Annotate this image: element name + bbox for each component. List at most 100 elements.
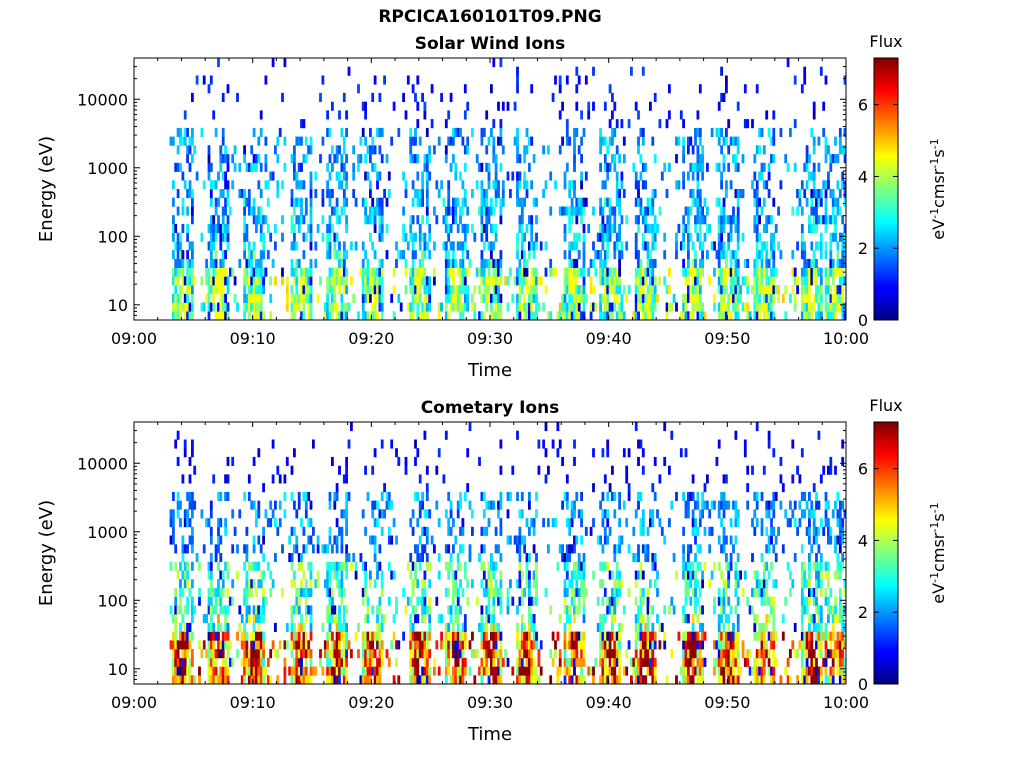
solar-wind-heatmap-cell xyxy=(214,285,218,295)
cometary-heatmap-cell xyxy=(568,631,572,641)
solar-wind-heatmap-cell xyxy=(720,232,723,242)
solar-wind-heatmap-cell xyxy=(371,285,375,295)
solar-wind-heatmap-cell xyxy=(188,162,192,172)
solar-wind-heatmap-cell xyxy=(243,145,246,155)
solar-wind-heatmap-cell xyxy=(459,206,462,216)
cometary-heatmap-cell xyxy=(252,605,256,615)
cometary-heatmap-cell xyxy=(682,605,685,615)
cometary-heatmap-cell xyxy=(573,666,576,676)
cometary-heatmap-cell xyxy=(606,491,610,501)
solar-wind-heatmap-cell xyxy=(651,267,655,277)
solar-wind-heatmap-cell xyxy=(416,293,420,303)
cometary-heatmap-cell xyxy=(653,491,657,501)
solar-wind-heatmap-cell xyxy=(371,162,375,172)
solar-wind-heatmap-cell xyxy=(620,119,624,129)
cometary-heatmap-cell xyxy=(221,640,225,650)
solar-wind-heatmap-cell xyxy=(340,206,344,216)
cometary-heatmap-cell xyxy=(523,587,526,597)
cometary-heatmap-cell xyxy=(463,640,467,650)
solar-wind-heatmap-cell xyxy=(689,311,693,321)
cometary-heatmap-cell xyxy=(765,622,769,632)
cometary-heatmap-cell xyxy=(620,579,624,589)
cometary-heatmap-cell xyxy=(634,649,638,659)
solar-wind-heatmap-cell xyxy=(587,223,591,233)
cometary-heatmap-cell xyxy=(283,666,287,676)
cometary-heatmap-cell xyxy=(663,605,667,615)
solar-wind-heatmap-cell xyxy=(603,285,607,295)
cometary-heatmap-cell xyxy=(727,614,731,624)
solar-wind-heatmap-cell xyxy=(357,84,360,94)
cometary-heatmap-cell xyxy=(646,587,650,597)
cometary-heatmap-cell xyxy=(255,561,258,571)
cometary-heatmap-cell xyxy=(333,614,337,624)
solar-wind-heatmap-cell xyxy=(615,180,619,190)
cometary-heatmap-cell xyxy=(694,631,697,641)
solar-wind-heatmap-cell xyxy=(729,311,733,321)
cometary-heatmap-cell xyxy=(729,535,733,545)
cometary-heatmap-cell xyxy=(687,491,690,501)
cometary-heatmap-cell xyxy=(449,640,453,650)
solar-wind-heatmap-cell xyxy=(725,75,728,85)
solar-wind-heatmap-cell xyxy=(518,154,522,164)
solar-wind-heatmap-cell xyxy=(293,232,296,242)
cometary-heatmap-cell xyxy=(582,605,586,615)
cometary-heatmap-cell xyxy=(456,666,460,676)
solar-wind-heatmap-cell xyxy=(188,267,192,277)
cometary-heatmap-cell xyxy=(767,570,771,580)
cometary-heatmap-cell xyxy=(725,631,728,641)
cometary-heatmap-cell xyxy=(613,649,617,659)
cometary-heatmap-cell xyxy=(789,649,792,659)
cometary-heatmap-cell xyxy=(245,553,249,563)
solar-wind-heatmap-cell xyxy=(641,180,645,190)
solar-wind-heatmap-cell xyxy=(290,154,294,164)
solar-wind-heatmap-cell xyxy=(471,127,474,137)
cometary-heatmap-cell xyxy=(741,587,745,597)
solar-wind-heatmap-cell xyxy=(608,162,612,172)
cometary-heatmap-cell xyxy=(219,666,223,676)
cometary-heatmap-cell xyxy=(499,666,503,676)
solar-wind-heatmap-cell xyxy=(172,250,175,260)
cometary-heatmap-cell xyxy=(307,535,311,545)
cometary-heatmap-cell xyxy=(575,561,579,571)
cometary-heatmap-cell xyxy=(350,649,353,659)
solar-wind-heatmap-cell xyxy=(174,223,178,233)
solar-wind-heatmap-cell xyxy=(345,276,348,286)
cometary-heatmap-cell xyxy=(247,587,251,597)
solar-wind-heatmap-cell xyxy=(618,258,621,268)
cometary-heatmap-cell xyxy=(613,640,617,650)
cometary-heatmap-cell xyxy=(800,649,804,659)
cometary-heatmap-cell xyxy=(421,526,424,536)
solar-wind-heatmap-cell xyxy=(734,267,738,277)
solar-wind-heatmap-cell xyxy=(720,241,723,251)
solar-wind-heatmap-cell xyxy=(200,302,204,312)
solar-wind-heatmap-cell xyxy=(259,162,263,172)
solar-wind-heatmap-cell xyxy=(575,293,579,303)
solar-wind-heatmap-cell xyxy=(819,197,823,207)
solar-wind-heatmap-cell xyxy=(304,285,308,295)
solar-wind-heatmap-cell xyxy=(485,302,489,312)
cometary-heatmap-cell xyxy=(684,579,688,589)
cometary-heatmap-cell xyxy=(257,614,261,624)
cometary-heatmap-cell xyxy=(378,666,382,676)
cometary-heatmap-cell xyxy=(753,675,757,685)
solar-wind-heatmap-cell xyxy=(295,180,299,190)
solar-wind-heatmap-cell xyxy=(603,302,607,312)
cometary-heatmap-cell xyxy=(397,456,401,466)
solar-wind-heatmap-cell xyxy=(376,180,379,190)
solar-wind-heatmap-cell xyxy=(494,162,498,172)
cometary-heatmap-cell xyxy=(573,596,576,606)
cometary-heatmap-cell xyxy=(186,561,189,571)
solar-wind-heatmap-cell xyxy=(649,197,652,207)
solar-wind-heatmap-cell xyxy=(706,223,709,233)
solar-wind-heatmap-cell xyxy=(174,311,178,321)
solar-wind-heatmap-cell xyxy=(558,311,562,321)
solar-wind-heatmap-cell xyxy=(696,232,700,242)
cometary-heatmap-cell xyxy=(473,675,477,685)
cometary-heatmap-cell xyxy=(551,439,555,449)
solar-wind-heatmap-cell xyxy=(810,206,814,216)
solar-wind-heatmap-cell xyxy=(687,223,690,233)
cometary-heatmap-cell xyxy=(765,561,769,571)
cometary-heatmap-cell xyxy=(800,596,804,606)
solar-wind-heatmap-cell xyxy=(207,171,211,181)
solar-wind-heatmap-cell xyxy=(734,223,738,233)
